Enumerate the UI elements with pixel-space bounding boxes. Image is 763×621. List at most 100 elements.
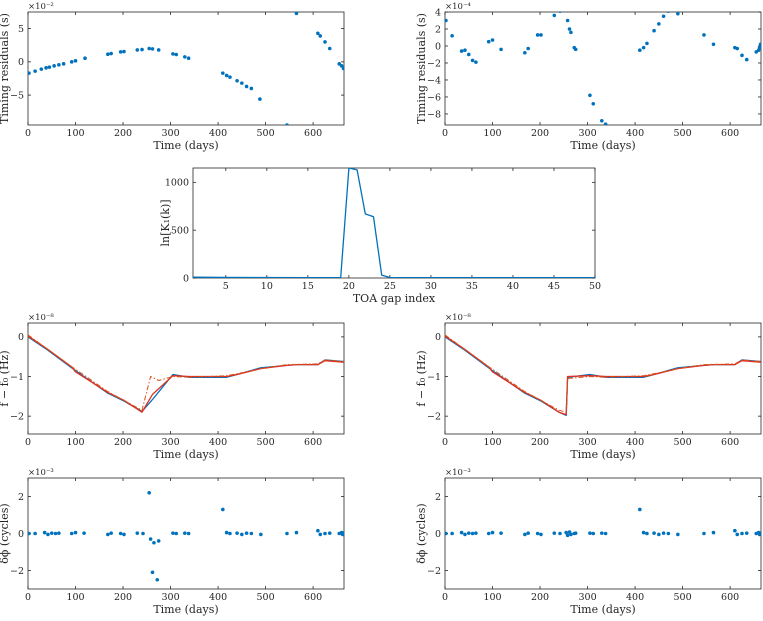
data-point — [109, 51, 113, 56]
x-tick-label: 500 — [257, 437, 275, 448]
data-point — [573, 47, 578, 52]
data-point — [702, 33, 706, 37]
x-tick-label: 5 — [223, 281, 229, 292]
series-line-dashdot — [28, 334, 344, 411]
data-point — [148, 537, 153, 541]
data-point — [486, 531, 491, 536]
x-tick-label: 100 — [66, 128, 84, 139]
data-point — [341, 531, 344, 535]
data-point — [558, 531, 562, 536]
data-point — [69, 60, 74, 64]
data-point — [641, 530, 646, 535]
x-axis-label: TOA gap index — [353, 292, 436, 305]
data-point — [323, 40, 327, 44]
y-tick-label: 500 — [171, 225, 189, 236]
data-point — [445, 18, 448, 23]
data-point — [744, 531, 749, 535]
x-tick-label: 600 — [721, 592, 739, 603]
x-tick-label: 100 — [66, 437, 84, 448]
x-tick-label: 400 — [209, 128, 227, 139]
data-point — [224, 530, 229, 535]
axes-frame — [27, 11, 345, 126]
data-point — [657, 532, 661, 537]
data-point — [259, 532, 263, 537]
x-tick-label: 200 — [531, 128, 549, 139]
data-point — [450, 531, 454, 536]
data-point — [645, 41, 649, 46]
data-point — [600, 531, 604, 535]
data-point — [155, 577, 160, 582]
chart-p2: 0 100 200 300 400 500 600 −8 −6 −4 −2 0 2 4 Time (days… — [415, 2, 762, 152]
chart-p6: 0 100 200 300 400 500 600 −2 0 2 Time (days) δϕ (cy… — [0, 468, 345, 616]
data-point — [638, 48, 642, 53]
data-point — [33, 531, 37, 536]
data-point — [106, 532, 110, 537]
x-tick-label: 400 — [626, 128, 644, 139]
data-point — [661, 531, 666, 535]
data-point — [641, 45, 646, 50]
data-point — [757, 45, 761, 50]
data-point — [339, 64, 344, 68]
data-point — [565, 533, 570, 538]
data-point — [588, 531, 592, 535]
axes-frame — [444, 11, 762, 126]
data-point — [638, 507, 642, 512]
data-point — [323, 531, 327, 536]
x-tick-label: 600 — [304, 128, 322, 139]
y-tick-label: 4 — [435, 7, 441, 18]
data-point — [82, 531, 86, 535]
y-axis-label: ln[K₁(k)] — [159, 199, 172, 246]
x-tick-label: 400 — [626, 437, 644, 448]
x-tick-label: 200 — [531, 437, 549, 448]
axis-exponent: ×10⁻³ — [445, 468, 471, 478]
axes-frame — [444, 322, 762, 435]
data-point — [565, 18, 570, 23]
data-point — [711, 530, 716, 535]
x-tick-label: 100 — [483, 592, 501, 603]
x-tick-label: 500 — [257, 128, 275, 139]
data-point — [147, 46, 151, 51]
y-tick-label: 1000 — [165, 178, 189, 189]
x-tick-label: 35 — [466, 281, 478, 292]
data-point — [140, 47, 144, 52]
x-tick-label: 200 — [114, 592, 132, 603]
data-point — [552, 531, 557, 535]
data-point — [591, 101, 596, 106]
data-point — [600, 118, 604, 123]
x-tick-label: 500 — [674, 128, 692, 139]
x-tick-label: 400 — [209, 437, 227, 448]
data-point — [733, 528, 737, 533]
data-point — [150, 570, 155, 575]
data-point — [652, 28, 656, 33]
data-point — [318, 34, 323, 38]
y-axis-label: Timing residuals (s) — [415, 13, 428, 124]
data-point — [535, 33, 540, 37]
data-point — [122, 532, 126, 537]
x-tick-label: 300 — [578, 437, 596, 448]
data-point — [645, 531, 649, 536]
x-tick-label: 40 — [507, 281, 519, 292]
axis-exponent: ×10⁻⁴ — [445, 2, 471, 12]
data-point — [569, 30, 573, 35]
y-tick-label: −8 — [427, 109, 441, 120]
x-tick-label: 45 — [548, 281, 560, 292]
data-point — [156, 539, 161, 543]
data-point — [118, 531, 123, 536]
data-point — [666, 531, 671, 536]
data-point — [474, 531, 478, 535]
data-point — [244, 531, 249, 535]
data-point — [28, 71, 31, 75]
data-point — [174, 531, 179, 536]
data-point — [337, 62, 342, 66]
data-point — [42, 530, 47, 535]
data-point — [171, 531, 175, 535]
series-line-red — [445, 335, 761, 416]
y-tick-label: 0 — [18, 529, 24, 540]
x-tick-label: 400 — [209, 592, 227, 603]
axes-frame — [27, 322, 345, 435]
x-tick-label: 200 — [114, 437, 132, 448]
plot-area — [28, 491, 344, 582]
x-tick-label: 500 — [674, 592, 692, 603]
data-point — [228, 531, 232, 536]
data-point — [44, 66, 48, 70]
